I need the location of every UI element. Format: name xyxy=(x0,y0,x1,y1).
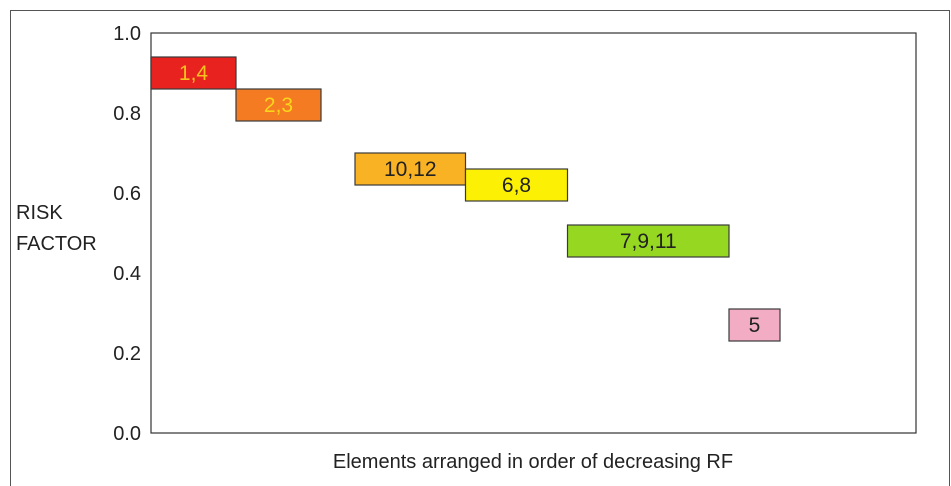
bar-label: 1,4 xyxy=(179,62,209,85)
y-axis-title-line-2: FACTOR xyxy=(16,233,97,255)
bar-label: 7,9,11 xyxy=(620,230,677,253)
x-axis-title: Elements arranged in order of decreasing… xyxy=(333,451,733,473)
bar-group: 2,3 xyxy=(235,88,322,122)
bar xyxy=(150,56,237,90)
bar xyxy=(354,152,467,186)
y-tick-label: 0.2 xyxy=(113,343,141,365)
y-axis-ticks: 0.0 0.2 0.4 0.6 0.8 1.0 xyxy=(113,23,141,445)
bar xyxy=(566,224,730,258)
y-tick-label: 0.0 xyxy=(113,423,141,445)
y-tick-label: 1.0 xyxy=(113,23,141,45)
bar-label: 6,8 xyxy=(502,174,531,197)
bar-label: 10,12 xyxy=(384,158,437,181)
bars-layer: 1,4 2,3 10,12 6,8 7,9,11 5 xyxy=(150,56,781,342)
bar-label: 2,3 xyxy=(264,94,293,117)
bar-group: 7,9,11 xyxy=(566,224,730,258)
y-axis-title-line-1: RISK xyxy=(16,202,63,224)
bar xyxy=(235,88,322,122)
bar xyxy=(464,168,569,202)
bar-label: 5 xyxy=(749,314,761,337)
bar-group: 6,8 xyxy=(464,168,569,202)
bar-group: 5 xyxy=(728,308,781,342)
bar-group: 10,12 xyxy=(354,152,467,186)
y-tick-label: 0.8 xyxy=(113,103,141,125)
y-tick-label: 0.6 xyxy=(113,183,141,205)
figure-frame xyxy=(10,10,950,486)
y-tick-label: 0.4 xyxy=(113,263,141,285)
bar xyxy=(728,308,781,342)
plot-area xyxy=(150,32,917,434)
bar-group: 1,4 xyxy=(150,56,237,90)
